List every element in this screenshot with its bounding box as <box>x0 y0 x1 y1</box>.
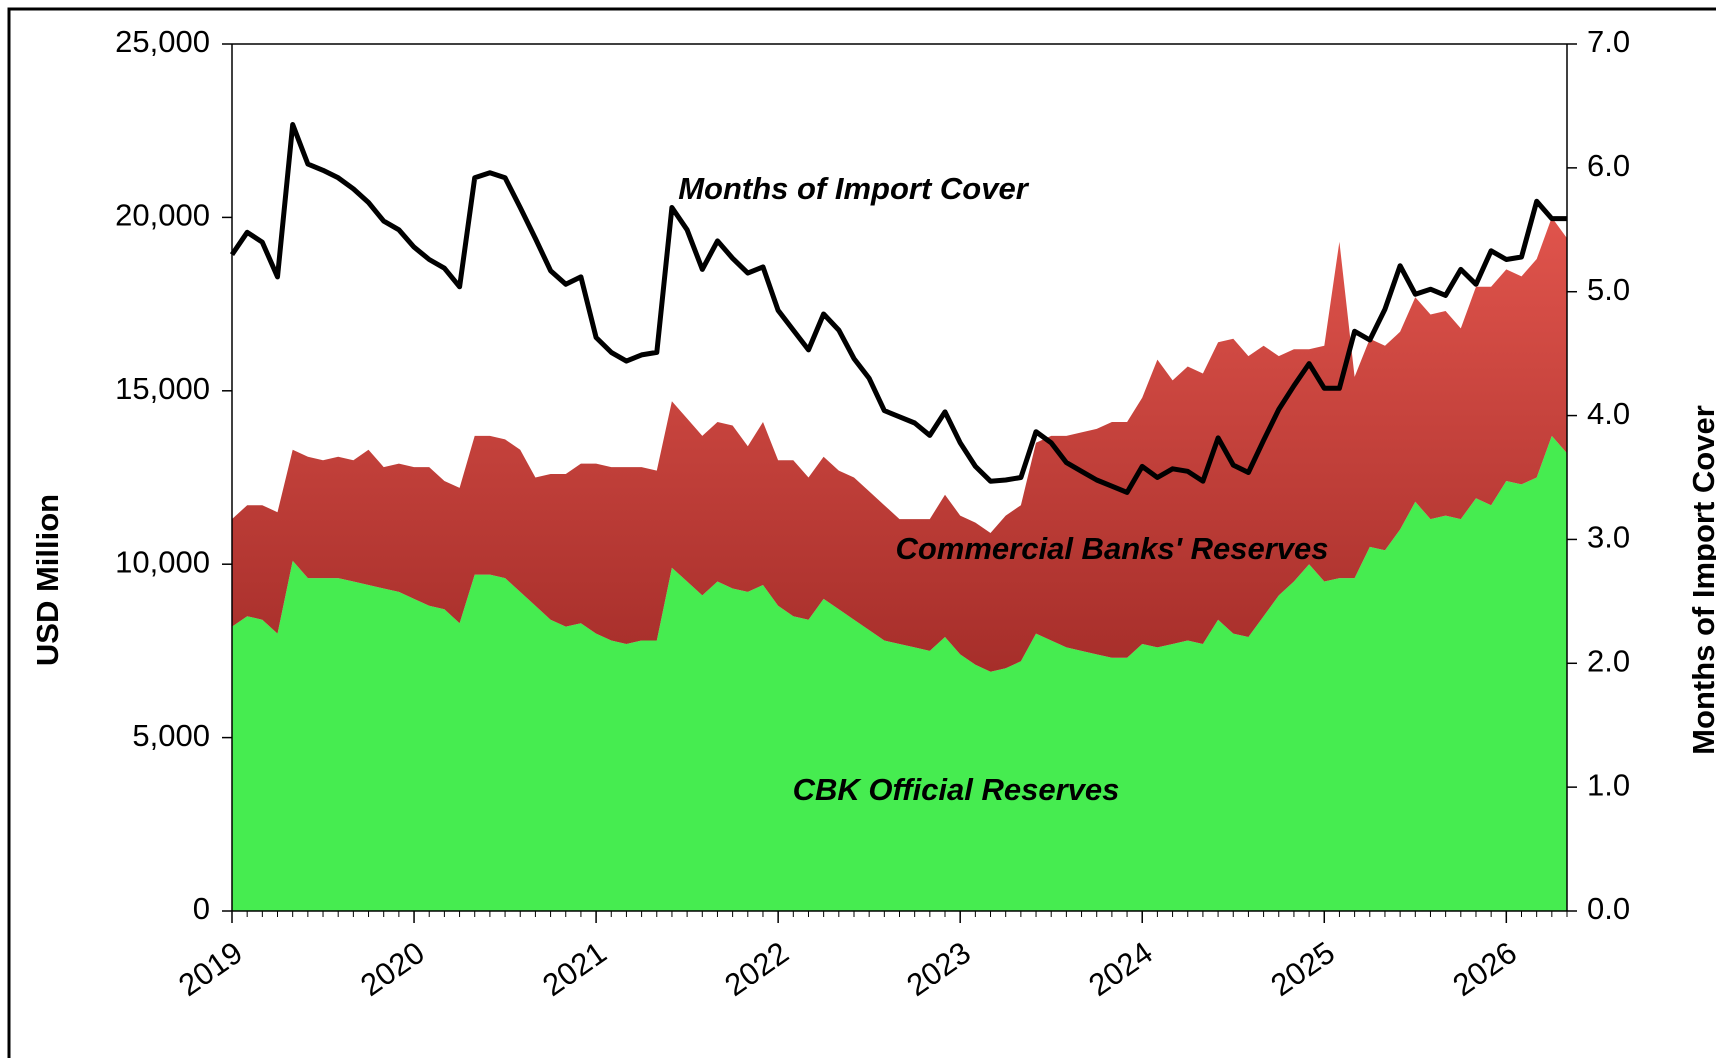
y-axis-label: USD Million <box>30 494 65 666</box>
series-label: Months of Import Cover <box>678 171 1030 206</box>
x-tick-label: 2026 <box>1446 935 1523 1003</box>
line <box>229 122 1567 495</box>
y-tick-label: 0 <box>193 891 210 926</box>
y-tick-label: 20,000 <box>115 198 210 233</box>
area <box>232 435 1567 911</box>
y2-tick-label: 5.0 <box>1587 272 1630 307</box>
x-tick-label: 2025 <box>1264 935 1341 1003</box>
y2-tick-label: 6.0 <box>1587 148 1630 183</box>
y2-tick-label: 4.0 <box>1587 396 1630 431</box>
y2-tick-label: 2.0 <box>1587 643 1630 678</box>
area <box>232 217 1567 672</box>
x-tick-label: 2021 <box>536 935 613 1003</box>
plot-area <box>229 122 1567 911</box>
y2-axis-label: Months of Import Cover <box>1686 405 1716 755</box>
y2-tick-label: 3.0 <box>1587 520 1630 555</box>
x-tick-label: 2023 <box>900 935 977 1003</box>
x-tick-label: 2019 <box>172 935 249 1003</box>
series-label: CBK Official Reserves <box>793 772 1120 807</box>
x-tick-label: 2020 <box>354 935 431 1003</box>
y2-tick-label: 0.0 <box>1587 891 1630 926</box>
series-label: Commercial Banks' Reserves <box>895 531 1328 566</box>
y-tick-label: 10,000 <box>115 544 210 579</box>
y-tick-label: 5,000 <box>132 718 210 753</box>
frame <box>7 7 1716 1058</box>
x-tick-label: 2022 <box>718 935 795 1003</box>
y2-tick-label: 7.0 <box>1587 24 1630 59</box>
y-tick-label: 25,000 <box>115 24 210 59</box>
y-tick-label: 15,000 <box>115 371 210 406</box>
y2-tick-label: 1.0 <box>1587 767 1630 802</box>
x-tick-label: 2024 <box>1082 935 1159 1003</box>
